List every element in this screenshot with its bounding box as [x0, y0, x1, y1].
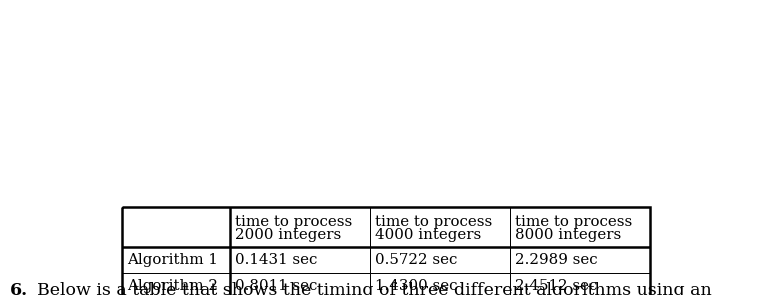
Text: 8000 integers: 8000 integers	[515, 228, 621, 242]
Text: time to process: time to process	[375, 215, 492, 229]
Bar	[230, 247, 370, 273]
Text: Algorithm 2: Algorithm 2	[127, 279, 218, 293]
Text: 2000 integers: 2000 integers	[235, 228, 342, 242]
Text: Algorithm 1: Algorithm 1	[127, 253, 218, 267]
Bar	[122, 207, 230, 247]
Bar	[370, 207, 510, 247]
Text: time to process: time to process	[235, 215, 353, 229]
Text: 2.2989 sec: 2.2989 sec	[515, 253, 597, 267]
Text: 0.1431 sec: 0.1431 sec	[235, 253, 317, 267]
Text: time to process: time to process	[515, 215, 633, 229]
Text: 6.: 6.	[10, 282, 28, 295]
Bar	[122, 207, 650, 295]
Bar	[510, 247, 650, 273]
Bar	[230, 273, 370, 295]
Text: 1.4300 sec: 1.4300 sec	[375, 279, 458, 293]
Text: 2.4512 sec: 2.4512 sec	[515, 279, 597, 293]
Text: 0.8011 sec: 0.8011 sec	[235, 279, 317, 293]
Text: Below is a table that shows the timing of three different algorithms using an: Below is a table that shows the timing o…	[37, 282, 711, 295]
Bar	[122, 247, 230, 273]
Text: 0.5722 sec: 0.5722 sec	[375, 253, 457, 267]
Bar	[370, 247, 510, 273]
Bar	[122, 273, 230, 295]
Bar	[230, 207, 370, 247]
Text: 4000 integers: 4000 integers	[375, 228, 481, 242]
Bar	[510, 207, 650, 247]
Bar	[370, 273, 510, 295]
Bar	[510, 273, 650, 295]
